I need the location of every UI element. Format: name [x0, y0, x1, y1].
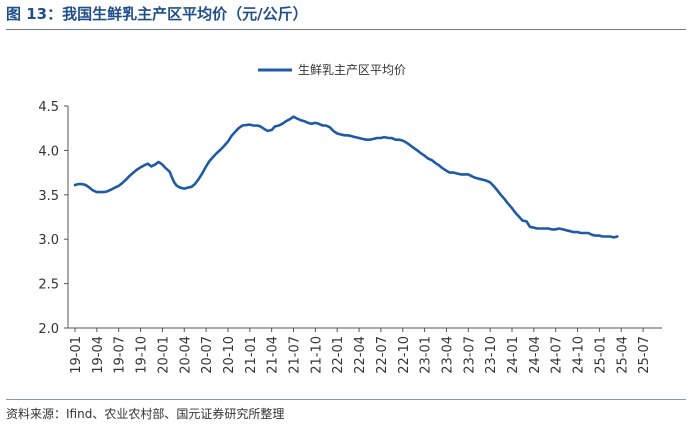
x-tick-label: 20-01	[156, 336, 171, 374]
x-tick-label: 24-07	[550, 336, 565, 374]
x-tick-label: 25-07	[637, 336, 652, 374]
y-tick-label: 4.5	[38, 100, 59, 115]
footer-divider	[6, 399, 686, 400]
figure-title: 图 13：我国生鲜乳主产区平均价（元/公斤）	[6, 5, 308, 23]
x-tick-label: 25-04	[615, 336, 630, 374]
y-tick-label: 4.0	[38, 144, 59, 159]
x-tick-label: 23-01	[419, 336, 434, 374]
x-tick-label: 20-07	[200, 336, 215, 374]
x-tick-label: 24-10	[572, 336, 587, 374]
y-tick-label: 3.5	[38, 189, 59, 204]
x-axis: 19-01 19-04 19-07 19-10 20-01 20-04 20-07 20-10…	[68, 327, 662, 374]
x-tick-label: 22-01	[331, 336, 346, 374]
x-tick-label: 21-07	[288, 336, 303, 374]
x-tick-label: 21-10	[309, 336, 324, 374]
series-line	[73, 115, 619, 239]
x-tick-label: 25-01	[593, 336, 608, 374]
title-divider	[6, 29, 686, 30]
y-tick-label: 3.0	[38, 233, 59, 248]
source-note: 资料来源：Ifind、农业农村部、国元证券研究所整理	[6, 407, 285, 421]
x-tick-label: 24-04	[528, 336, 543, 374]
x-tick-label: 22-04	[353, 336, 368, 374]
x-tick-label: 23-04	[440, 336, 455, 374]
x-tick-label: 24-01	[506, 336, 521, 374]
x-tick-label: 20-04	[178, 336, 193, 374]
legend-label: 生鲜乳主产区平均价	[298, 63, 406, 77]
y-axis: 2.0 2.5 3.0 3.5 4.0 4.5	[38, 100, 69, 337]
y-tick-label: 2.0	[38, 322, 59, 337]
x-tick-label: 21-04	[266, 336, 281, 374]
y-tick-label: 2.5	[38, 278, 59, 293]
x-tick-label: 22-10	[397, 336, 412, 374]
x-tick-label: 19-01	[69, 336, 84, 374]
x-tick-label: 21-01	[244, 336, 259, 374]
x-tick-label: 23-10	[484, 336, 499, 374]
x-tick-label: 23-07	[462, 336, 477, 374]
x-tick-label: 19-07	[113, 336, 128, 374]
x-tick-label: 19-10	[135, 336, 150, 374]
x-tick-label: 19-04	[91, 336, 106, 374]
x-tick-label: 22-07	[375, 336, 390, 374]
x-tick-label: 20-10	[222, 336, 237, 374]
legend: 生鲜乳主产区平均价	[258, 63, 406, 77]
